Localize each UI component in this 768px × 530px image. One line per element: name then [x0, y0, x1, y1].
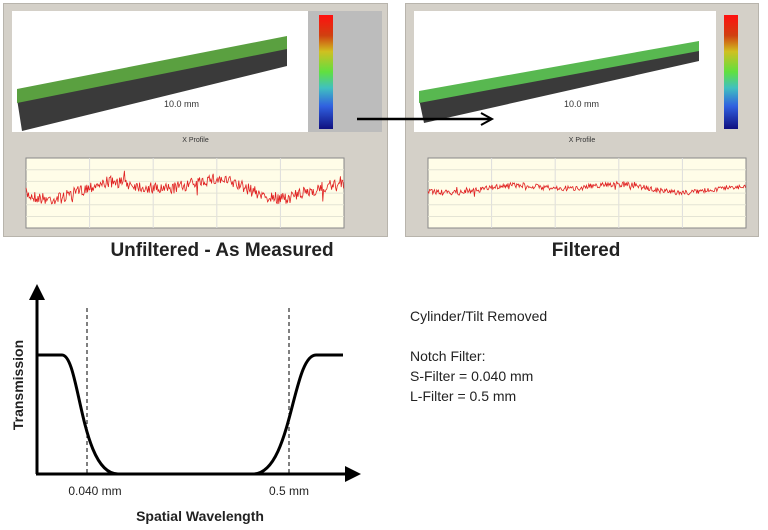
- caption-filtered: Filtered: [551, 240, 621, 261]
- scale-label: 10.0 mm: [564, 99, 600, 109]
- note-l-filter: L-Filter = 0.5 mm: [410, 388, 517, 404]
- x-axis-label: Spatial Wavelength: [136, 508, 264, 524]
- l-cutoff-label: 0.5 mm: [268, 484, 310, 498]
- scale-label: 10.0 mm: [164, 99, 200, 109]
- y-axis-label: Transmission: [10, 339, 26, 431]
- x-profile-chart: [427, 157, 747, 229]
- transmission-curve: [37, 353, 343, 476]
- profile-line: [427, 180, 746, 197]
- caption-unfiltered: Unfiltered - As Measured: [110, 240, 334, 261]
- note-notch: Notch Filter:: [410, 348, 486, 364]
- profile-line: [25, 170, 344, 205]
- unfiltered-panel: 10.0 mm X Profile: [3, 3, 388, 237]
- profile-title: X Profile: [182, 137, 209, 144]
- colorbar: [724, 15, 738, 129]
- profile-title: X Profile: [568, 137, 596, 144]
- surface-render: [17, 36, 287, 131]
- surface-render: [419, 41, 699, 123]
- s-cutoff-label: 0.040 mm: [68, 484, 122, 498]
- y-axis-arrow: [29, 284, 45, 300]
- note-s-filter: S-Filter = 0.040 mm: [410, 368, 534, 384]
- surface-3d-view: 10.0 mm: [12, 11, 308, 132]
- filter-diagram: [29, 284, 361, 482]
- note-cylinder: Cylinder/Tilt Removed: [410, 308, 548, 324]
- surface-3d-view: 10.0 mm: [414, 11, 716, 132]
- x-profile-chart: [25, 157, 345, 229]
- x-axis-arrow: [345, 466, 361, 482]
- colorbar: [319, 15, 333, 129]
- arrow: [357, 112, 495, 126]
- filtered-panel: 10.0 mm X Profile: [405, 3, 759, 237]
